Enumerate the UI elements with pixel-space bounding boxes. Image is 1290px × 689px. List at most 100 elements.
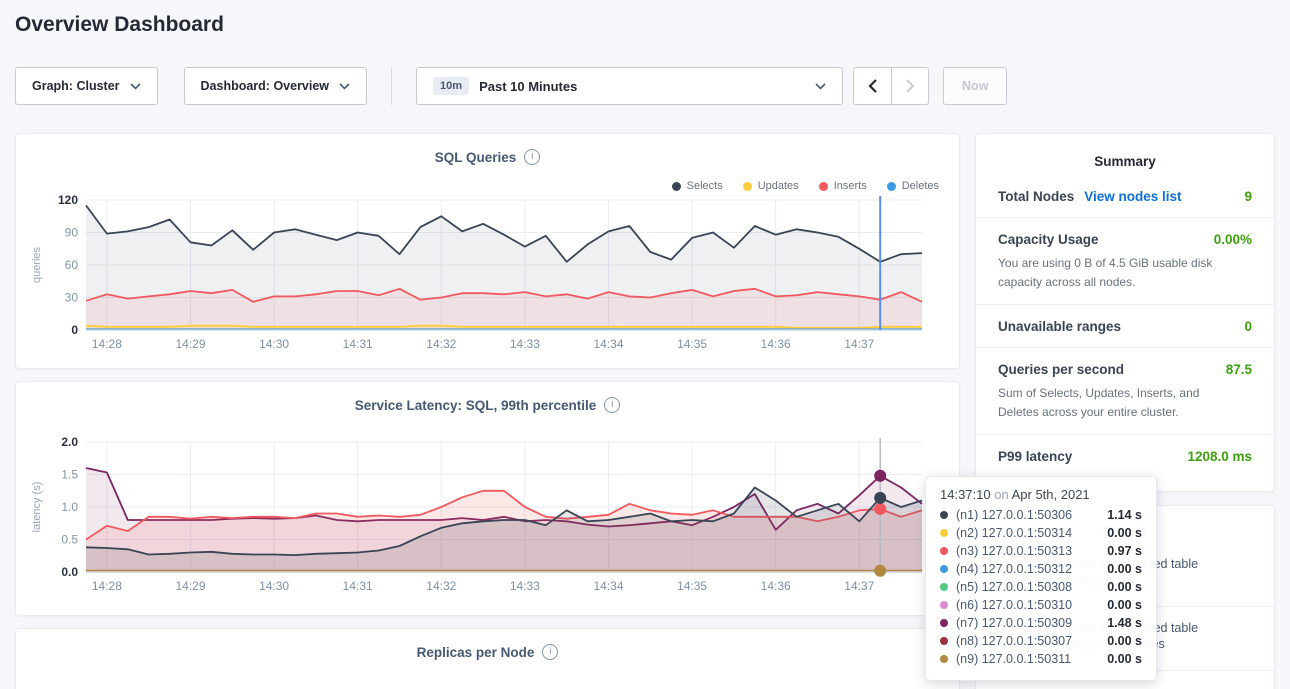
p99-latency-value: 1208.0 ms [1187,449,1252,464]
replicas-per-node-title: Replicas per Node [417,645,535,660]
node-color-dot-icon [940,529,948,537]
svg-text:14:28: 14:28 [92,337,122,351]
view-nodes-list-link[interactable]: View nodes list [1084,189,1181,204]
graph-select-label: Graph: Cluster [32,79,120,93]
replicas-per-node-card: Replicas per Node i [15,628,960,689]
tooltip-timestamp: 14:37:10 on Apr 5th, 2021 [940,487,1142,506]
node-color-dot-icon [940,565,948,573]
time-range-badge: 10m [433,77,469,95]
qps-value: 87.5 [1226,362,1252,377]
tooltip-node-row: (n6) 127.0.0.1:503100.00 s [940,596,1142,614]
svg-text:1.0: 1.0 [61,500,78,514]
qps-desc: Sum of Selects, Updates, Inserts, and De… [998,384,1252,421]
graph-select-dropdown[interactable]: Graph: Cluster [15,67,158,105]
svg-text:14:29: 14:29 [175,579,205,593]
svg-text:14:37: 14:37 [844,579,874,593]
node-color-dot-icon [940,601,948,609]
node-color-dot-icon [940,547,948,555]
svg-text:0.5: 0.5 [61,533,78,547]
summary-row-capacity: Capacity Usage 0.00% You are using 0 B o… [976,218,1274,305]
service-latency-title: Service Latency: SQL, 99th percentile [355,398,597,413]
svg-text:latency (s): latency (s) [31,482,43,533]
time-range-label: Past 10 Minutes [479,79,577,94]
time-range-dropdown[interactable]: 10m Past 10 Minutes [416,67,843,105]
svg-text:14:31: 14:31 [343,579,373,593]
total-nodes-label: Total Nodes [998,189,1074,204]
chevron-down-icon [130,83,141,90]
svg-text:14:37: 14:37 [844,337,874,351]
tooltip-node-row: (n1) 127.0.0.1:503061.14 s [940,506,1142,524]
svg-text:14:34: 14:34 [593,337,623,351]
dashboard-select-label: Dashboard: Overview [201,79,330,93]
info-icon[interactable]: i [604,397,620,413]
tooltip-node-row: (n7) 127.0.0.1:503091.48 s [940,614,1142,632]
info-icon[interactable]: i [542,644,558,660]
capacity-usage-desc: You are using 0 B of 4.5 GiB usable disk… [998,254,1252,291]
summary-row-unavailable-ranges: Unavailable ranges 0 [976,305,1274,348]
summary-panel: Summary Total Nodes View nodes list 9 Ca… [975,133,1275,492]
service-latency-chart[interactable]: 14:28 14:29 14:30 14:31 14:32 14:33 14:34 14:35… [24,432,953,600]
tooltip-node-row: (n9) 127.0.0.1:503110.00 s [940,650,1142,668]
capacity-usage-value: 0.00% [1214,232,1252,247]
svg-text:14:28: 14:28 [92,579,122,593]
time-step-buttons [853,67,929,105]
sql-queries-chart[interactable]: 14:28 14:29 14:30 14:31 14:32 14:33 14:34 14:35… [24,190,953,358]
node-color-dot-icon [940,511,948,519]
total-nodes-value: 9 [1244,189,1252,204]
svg-text:14:36: 14:36 [761,337,791,351]
node-color-dot-icon [940,583,948,591]
svg-text:60: 60 [65,258,79,272]
svg-text:14:36: 14:36 [761,579,791,593]
svg-text:120: 120 [58,193,78,207]
svg-text:14:33: 14:33 [510,337,540,351]
service-latency-card: Service Latency: SQL, 99th percentile i … [15,381,960,616]
page-title: Overview Dashboard [15,13,224,37]
node-color-dot-icon [940,637,948,645]
capacity-usage-label: Capacity Usage [998,232,1099,247]
svg-text:14:30: 14:30 [259,579,289,593]
svg-text:14:33: 14:33 [510,579,540,593]
svg-text:14:31: 14:31 [343,337,373,351]
unavailable-ranges-value: 0 [1244,319,1252,334]
svg-text:0.0: 0.0 [61,565,78,579]
svg-text:90: 90 [65,226,79,240]
tooltip-node-row: (n2) 127.0.0.1:503140.00 s [940,524,1142,542]
tooltip-node-row: (n4) 127.0.0.1:503120.00 s [940,560,1142,578]
svg-text:2.0: 2.0 [61,435,78,449]
tooltip-node-row: (n3) 127.0.0.1:503130.97 s [940,542,1142,560]
svg-text:14:34: 14:34 [593,579,623,593]
summary-heading: Summary [976,134,1274,175]
svg-text:14:29: 14:29 [175,337,205,351]
node-color-dot-icon [940,619,948,627]
svg-text:14:35: 14:35 [677,337,707,351]
p99-latency-label: P99 latency [998,449,1072,464]
prev-time-button[interactable] [853,67,891,105]
overview-dashboard-page: Overview Dashboard Graph: Cluster Dashbo… [0,0,1290,689]
controls-bar: Graph: Cluster Dashboard: Overview 10m P… [15,67,1007,105]
svg-text:0: 0 [71,323,78,337]
summary-row-qps: Queries per second 87.5 Sum of Selects, … [976,348,1274,435]
dashboard-select-dropdown[interactable]: Dashboard: Overview [184,67,368,105]
sql-queries-card: SQL Queries i SelectsUpdatesInsertsDelet… [15,133,960,369]
svg-text:30: 30 [65,291,79,305]
unavailable-ranges-label: Unavailable ranges [998,319,1121,334]
tooltip-node-row: (n5) 127.0.0.1:503080.00 s [940,578,1142,596]
chart-hover-tooltip: 14:37:10 on Apr 5th, 2021 (n1) 127.0.0.1… [925,476,1157,681]
next-time-button[interactable] [891,67,929,105]
svg-text:1.5: 1.5 [61,468,78,482]
tooltip-node-row: (n8) 127.0.0.1:503070.00 s [940,632,1142,650]
node-color-dot-icon [940,655,948,663]
svg-text:14:32: 14:32 [426,579,456,593]
svg-text:14:35: 14:35 [677,579,707,593]
qps-label: Queries per second [998,362,1124,377]
svg-text:14:30: 14:30 [259,337,289,351]
svg-text:queries: queries [31,246,43,283]
svg-text:14:32: 14:32 [426,337,456,351]
info-icon[interactable]: i [524,149,540,165]
summary-row-total-nodes: Total Nodes View nodes list 9 [976,175,1274,218]
summary-row-p99: P99 latency 1208.0 ms [976,435,1274,477]
sql-queries-title: SQL Queries [435,150,517,165]
now-button[interactable]: Now [943,67,1007,105]
controls-divider [391,67,392,105]
chevron-down-icon [339,83,350,90]
